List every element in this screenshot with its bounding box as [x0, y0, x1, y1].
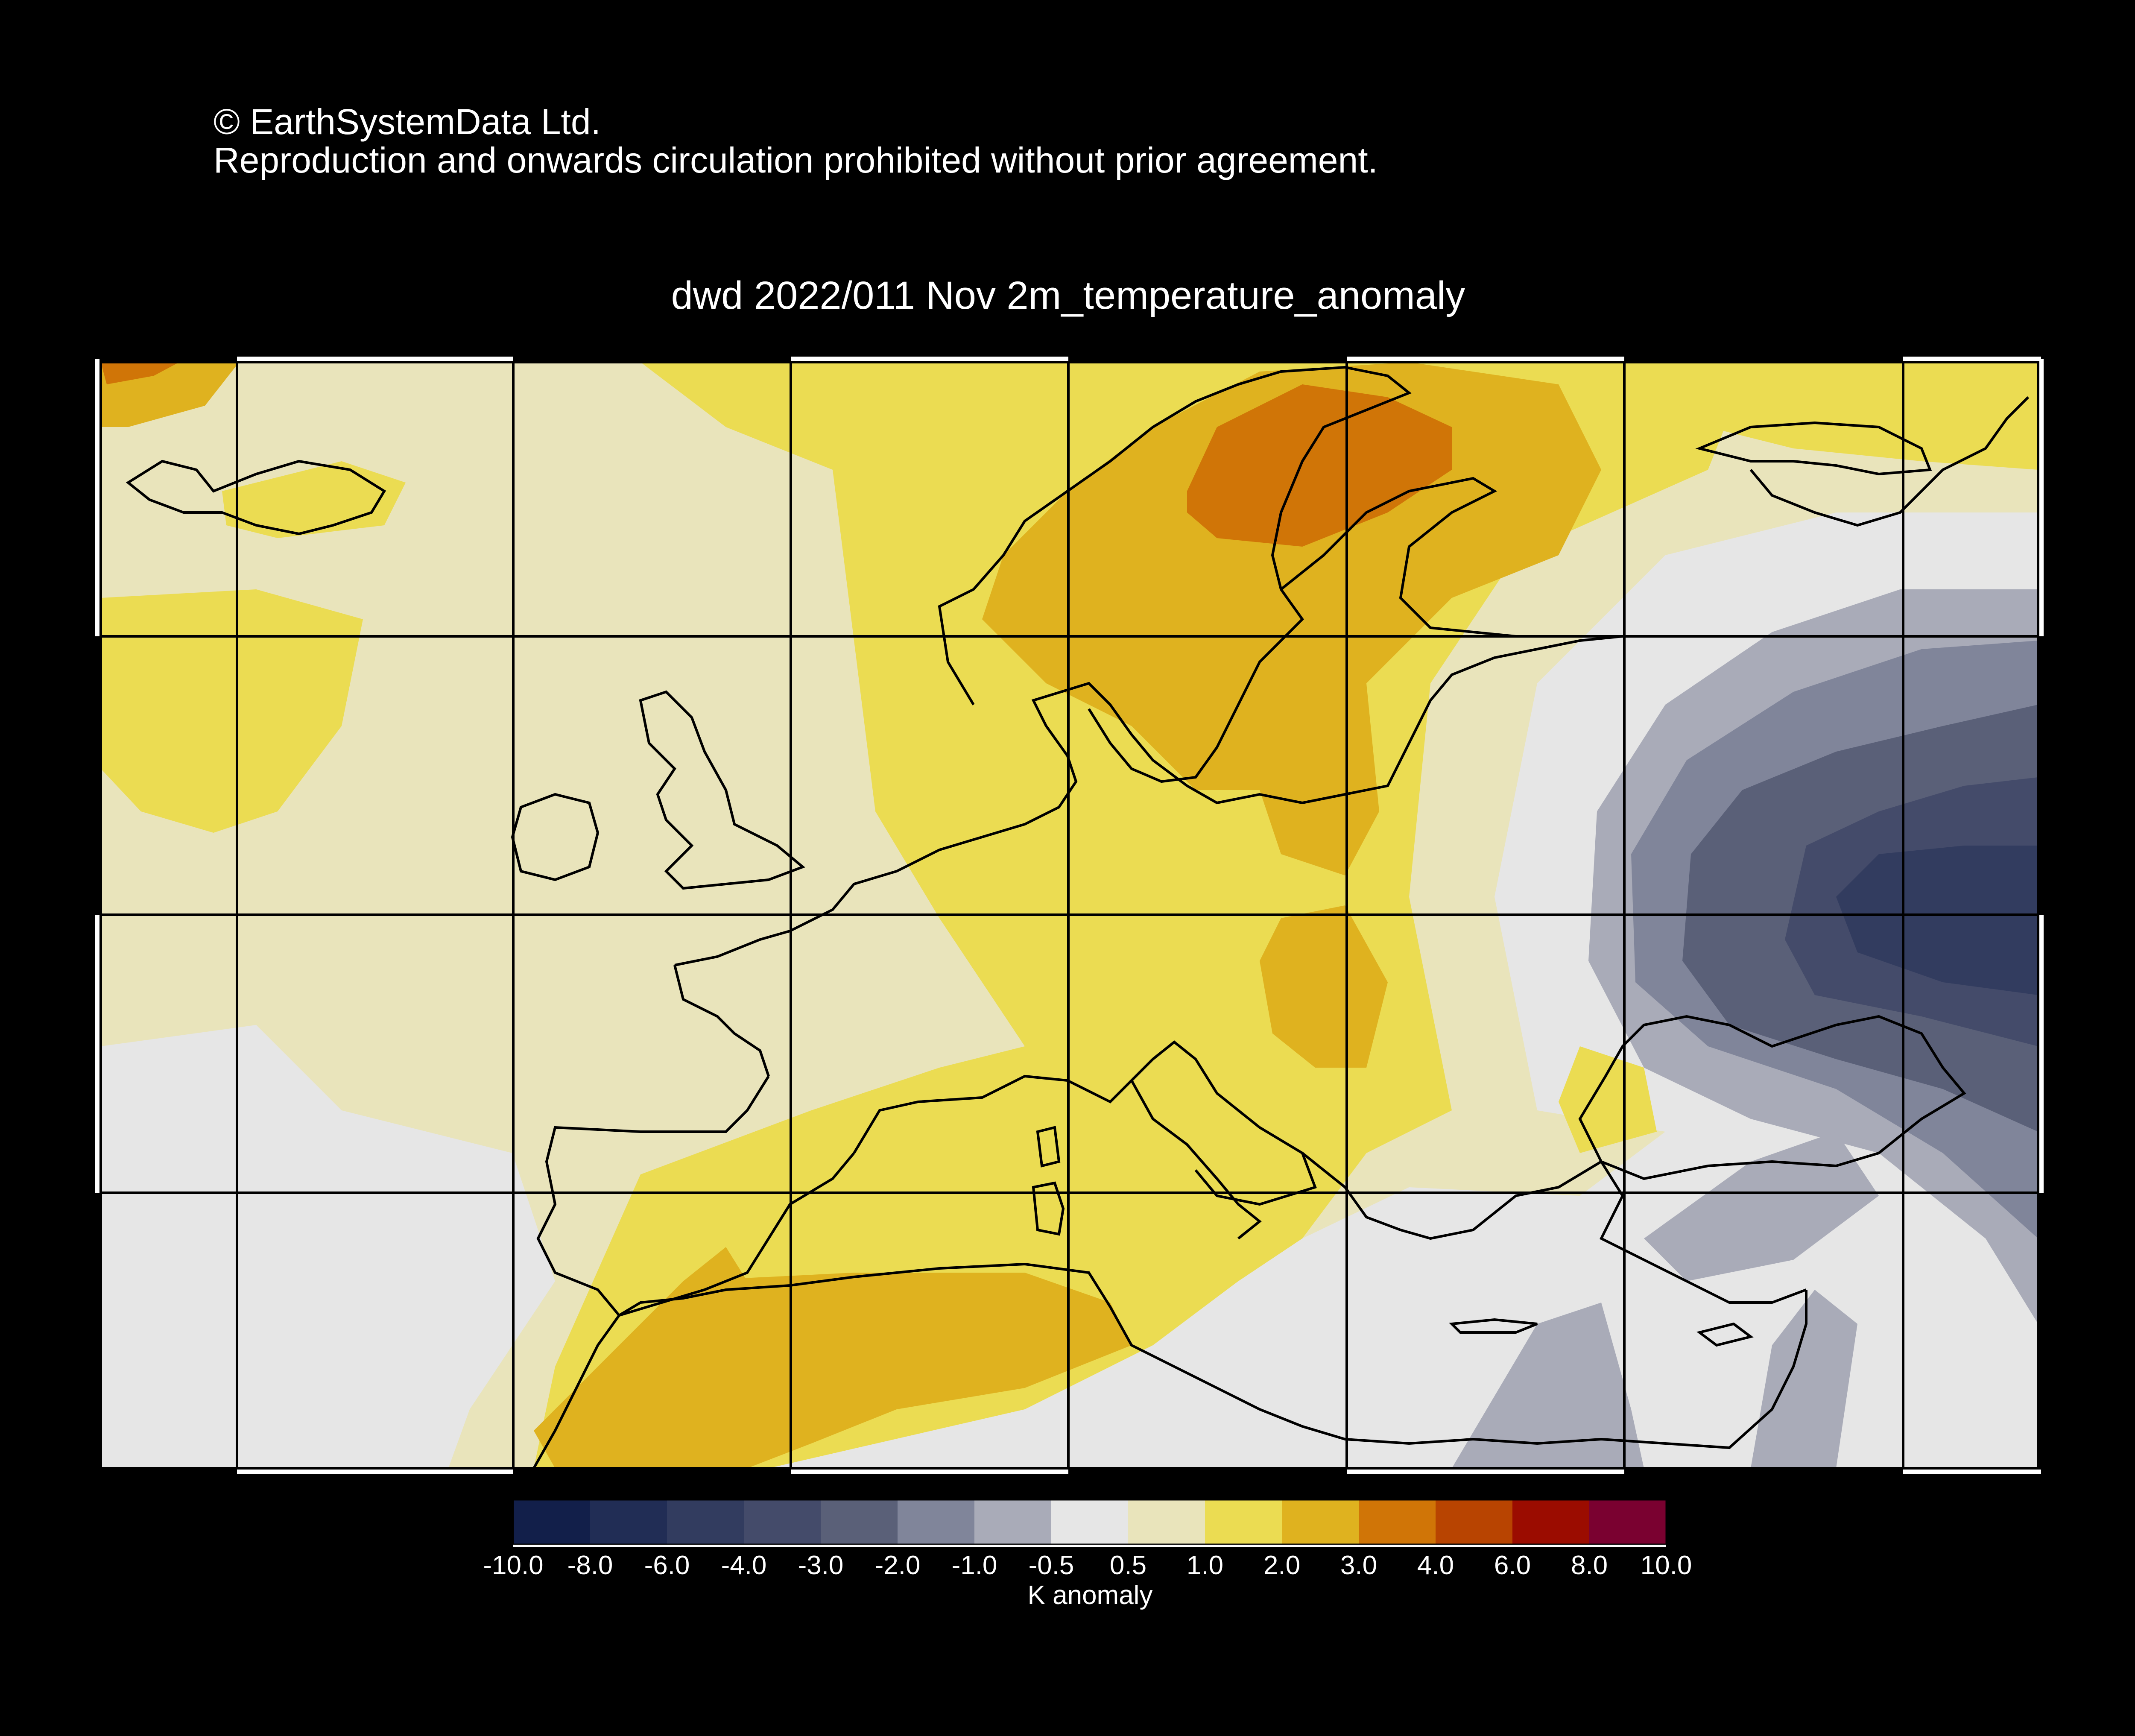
coastline-france-atlantic	[673, 965, 770, 1077]
field-mild-north-atlantic	[101, 589, 363, 833]
coastline-iceland	[126, 460, 386, 536]
coastline-morocco-atlantic	[532, 1314, 620, 1468]
colorbar-segment	[1436, 1500, 1513, 1544]
colorbar-segment	[590, 1500, 667, 1544]
coastlines	[126, 366, 2030, 1468]
copyright-notice: © EarthSystemData Ltd. Reproduction and …	[214, 102, 1378, 179]
field-warm-central-europe	[1260, 905, 1388, 1068]
coastline-ireland	[511, 793, 600, 881]
colorbar-tick-label: 4.0	[1417, 1551, 1454, 1580]
map-title: dwd 2022/011 Nov 2m_temperature_anomaly	[671, 274, 1465, 317]
colorbar-segment	[1589, 1500, 1667, 1544]
field-strong-warm-sweden	[1187, 384, 1452, 547]
colorbar-tick-label: 2.0	[1263, 1551, 1301, 1580]
coastline-north-africa	[618, 1262, 1807, 1449]
coastline-balkans	[1301, 1152, 1602, 1240]
field-cool-slight-east-med	[1452, 1303, 1644, 1468]
colorbar-segment	[744, 1500, 821, 1544]
coastline-europe-main	[674, 635, 1623, 966]
field-cool-slight-levant	[1644, 1132, 1879, 1281]
colorbar-tick-label: -1.0	[951, 1551, 997, 1580]
colorbar-tick-label: 10.0	[1640, 1551, 1692, 1580]
coastline-black-sea	[1578, 1015, 1966, 1180]
copyright-line-2: Reproduction and onwards circulation pro…	[214, 140, 1378, 180]
copyright-line-1: © EarthSystemData Ltd.	[214, 102, 601, 142]
colorbar-tick-label: -10.0	[483, 1551, 544, 1580]
colorbar-tick-label: 0.5	[1109, 1551, 1147, 1580]
field-warm-north-africa	[534, 1273, 1132, 1468]
colorbar-segment	[1359, 1500, 1436, 1544]
colorbar-segment	[667, 1500, 744, 1544]
colorbar-segment	[1051, 1500, 1129, 1544]
coastline-cyprus	[1696, 1322, 1754, 1347]
coastline-russia-north	[1749, 396, 2030, 527]
colorbar-tick-label: 8.0	[1571, 1551, 1608, 1580]
colorbar-tick-label: -2.0	[874, 1551, 921, 1580]
colorbar-tick-label: -3.0	[798, 1551, 844, 1580]
colorbar-border	[512, 1499, 1667, 1545]
coastline-crete	[1449, 1318, 1538, 1334]
colorbar	[512, 1499, 1667, 1547]
colorbar-segment	[1282, 1500, 1359, 1544]
colorbar-tick-label: -4.0	[721, 1551, 767, 1580]
colorbar-segment	[1512, 1500, 1590, 1544]
graticule	[99, 361, 2039, 1470]
coastline-finland	[1280, 477, 1580, 638]
colorbar-tick-label: 3.0	[1340, 1551, 1378, 1580]
colorbar-segment	[513, 1500, 591, 1544]
colorbar-tick-label: -8.0	[567, 1551, 613, 1580]
colorbar-segment	[821, 1500, 898, 1544]
coastline-corsica	[1036, 1126, 1061, 1168]
colorbar-tick-label: 6.0	[1494, 1551, 1531, 1580]
coastline-scandinavia	[938, 366, 1412, 783]
field-strong-warm-greenland	[101, 362, 179, 384]
coastline-sardinia	[1032, 1181, 1065, 1236]
colorbar-segment	[898, 1500, 975, 1544]
coastline-novaya-zemlya	[1695, 421, 1932, 476]
colorbar-segment	[974, 1500, 1052, 1544]
field-mild-east	[1623, 362, 2038, 470]
coastline-great-britain	[639, 690, 805, 890]
field-cool-slight-sinai	[1751, 1290, 1857, 1468]
frame-ticks	[95, 357, 2044, 1474]
colorbar-segment	[1128, 1500, 1205, 1544]
colorbar-tick-label: -6.0	[644, 1551, 690, 1580]
field-warm-scandinavia	[982, 362, 1601, 875]
field-mild-iceland	[222, 461, 406, 538]
coastline-iberia	[536, 1075, 855, 1317]
coastline-turkey	[1599, 1161, 1807, 1304]
colorbar-title: K anomaly	[1027, 1581, 1153, 1610]
colorbar-tick-label: -0.5	[1028, 1551, 1074, 1580]
colorbar-segment	[1205, 1500, 1282, 1544]
field-coldest	[1836, 846, 2038, 995]
coastline-italy	[1130, 1080, 1262, 1240]
colorbar-tick-label: 1.0	[1186, 1551, 1224, 1580]
coastline-med-north	[853, 1040, 1317, 1206]
